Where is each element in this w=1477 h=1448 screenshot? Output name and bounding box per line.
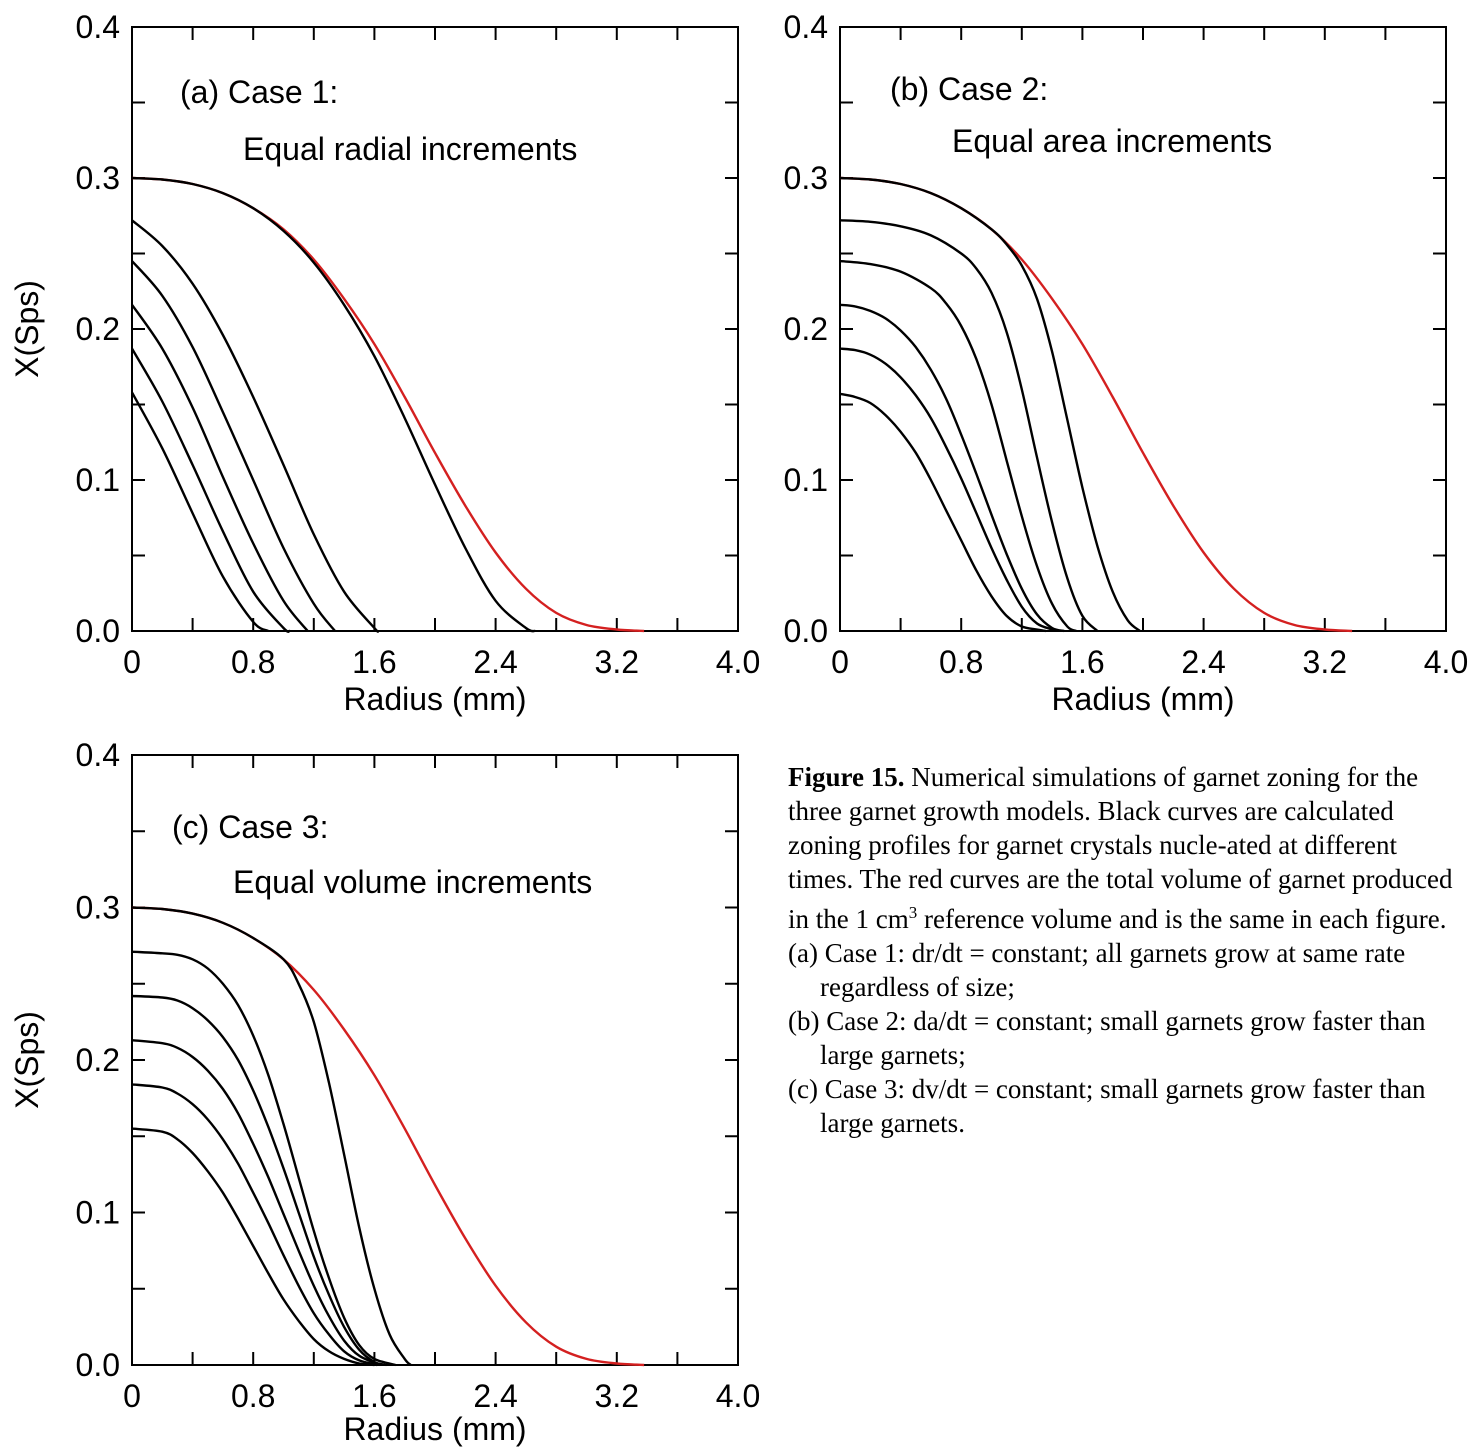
zoning-profile-curve-6 <box>130 391 269 633</box>
y-tick-label: 0.4 <box>76 737 120 773</box>
x-tick-label: 3.2 <box>595 644 639 680</box>
chart-panel-1: 0 0.8 1.6 2.4 3.2 4.0 0.0 0.1 0.2 0.3 0.4 Radius (m… <box>9 9 760 717</box>
zoning-profile-curve-5 <box>130 347 291 633</box>
zoning-profile-curve-1 <box>131 906 412 1366</box>
x-tick-label: 2.4 <box>473 1378 517 1414</box>
y-tick-label: 0.1 <box>76 462 120 498</box>
y-tick-label: 0.2 <box>76 311 120 347</box>
zoning-profile-curve-5 <box>131 1083 378 1367</box>
zoning-profile-curve-1 <box>131 176 536 633</box>
panel-title: (c) Case 3: <box>172 809 328 845</box>
zoning-profile-curve-6 <box>131 1127 375 1367</box>
zoning-profile-curve-1 <box>839 176 1141 632</box>
caption-superscript: 3 <box>908 903 918 922</box>
panel-subtitle: Equal radial increments <box>243 131 577 167</box>
y-axis-label: X(Sps) <box>9 1011 45 1109</box>
zoning-profile-curve-2 <box>839 219 1099 632</box>
x-tick-label: 0.8 <box>939 644 983 680</box>
x-tick-label: 2.4 <box>1181 644 1225 680</box>
total-volume-curve <box>131 906 645 1367</box>
zoning-profile-curve-4 <box>131 1039 381 1367</box>
panel-subtitle: Equal area increments <box>952 123 1272 159</box>
x-tick-label: 2.4 <box>473 644 517 680</box>
x-tick-label: 0.8 <box>231 1378 275 1414</box>
figure-caption: Figure 15. Numerical simulations of garn… <box>788 760 1468 1140</box>
x-axis-label: Radius (mm) <box>343 681 526 717</box>
caption-title: Figure 15. <box>788 762 905 792</box>
zoning-profile-curve-5 <box>839 347 1056 633</box>
y-tick-label: 0.1 <box>76 1195 120 1231</box>
y-tick-label: 0.3 <box>784 160 828 196</box>
y-tick-label: 0.2 <box>76 1042 120 1078</box>
zoning-profile-curve-3 <box>131 260 336 632</box>
panel-subtitle: Equal volume increments <box>233 864 592 900</box>
caption-case-b: (b) Case 2: da/dt = constant; small garn… <box>788 1006 1426 1070</box>
x-tick-label: 4.0 <box>716 644 760 680</box>
panel-title: (a) Case 1: <box>180 74 338 110</box>
x-axis-label: Radius (mm) <box>343 1411 526 1447</box>
x-tick-label: 4.0 <box>716 1378 760 1414</box>
plot-frame <box>131 754 739 1366</box>
x-tick-label: 0 <box>123 644 141 680</box>
y-tick-label: 0.0 <box>784 613 828 649</box>
x-tick-label: 4.0 <box>1424 644 1468 680</box>
x-tick-label: 0 <box>831 644 849 680</box>
zoning-profile-curve-4 <box>839 303 1065 633</box>
x-tick-label: 1.6 <box>352 644 396 680</box>
y-tick-label: 0.1 <box>784 462 828 498</box>
caption-case-a: (a) Case 1: dr/dt = constant; all garnet… <box>788 938 1406 1002</box>
x-tick-label: 0 <box>123 1378 141 1414</box>
plot-frame <box>839 26 1447 632</box>
x-tick-label: 1.6 <box>352 1378 396 1414</box>
x-tick-label: 0.8 <box>231 644 275 680</box>
caption-case-c: (c) Case 3: dv/dt = constant; small garn… <box>788 1074 1426 1138</box>
caption-text-part2: reference volume and is the same in each… <box>917 904 1447 934</box>
y-tick-label: 0.2 <box>784 311 828 347</box>
chart-panel-3: 0 0.8 1.6 2.4 3.2 4.0 0.0 0.1 0.2 0.3 0.4 Radius (m… <box>9 737 760 1447</box>
y-tick-label: 0.0 <box>76 613 120 649</box>
total-volume-curve <box>131 176 645 633</box>
x-tick-label: 1.6 <box>1060 644 1104 680</box>
caption-body: Figure 15. Numerical simulations of garn… <box>788 760 1468 936</box>
zoning-profile-curve-3 <box>131 994 387 1367</box>
y-tick-label: 0.0 <box>76 1347 120 1383</box>
y-tick-label: 0.3 <box>76 160 120 196</box>
panel-title: (b) Case 2: <box>890 71 1048 107</box>
zoning-profile-curve-4 <box>131 304 309 632</box>
zoning-profile-curve-6 <box>839 392 1047 633</box>
plot-frame <box>131 26 739 632</box>
x-axis-label: Radius (mm) <box>1051 681 1234 717</box>
zoning-profile-curve-2 <box>131 950 396 1367</box>
chart-panel-2: 0 0.8 1.6 2.4 3.2 4.0 0.0 0.1 0.2 0.3 0.4 Radius (m… <box>784 9 1469 717</box>
y-axis-label: X(Sps) <box>9 280 45 378</box>
y-tick-label: 0.4 <box>76 9 120 45</box>
y-tick-label: 0.3 <box>76 890 120 926</box>
y-tick-label: 0.4 <box>784 9 828 45</box>
total-volume-curve <box>839 176 1353 633</box>
zoning-profile-curve-2 <box>131 219 380 633</box>
caption-text-part1: Numerical simulations of garnet zoning f… <box>788 762 1453 934</box>
x-tick-label: 3.2 <box>1303 644 1347 680</box>
zoning-profile-curve-3 <box>839 259 1077 633</box>
x-tick-label: 3.2 <box>595 1378 639 1414</box>
